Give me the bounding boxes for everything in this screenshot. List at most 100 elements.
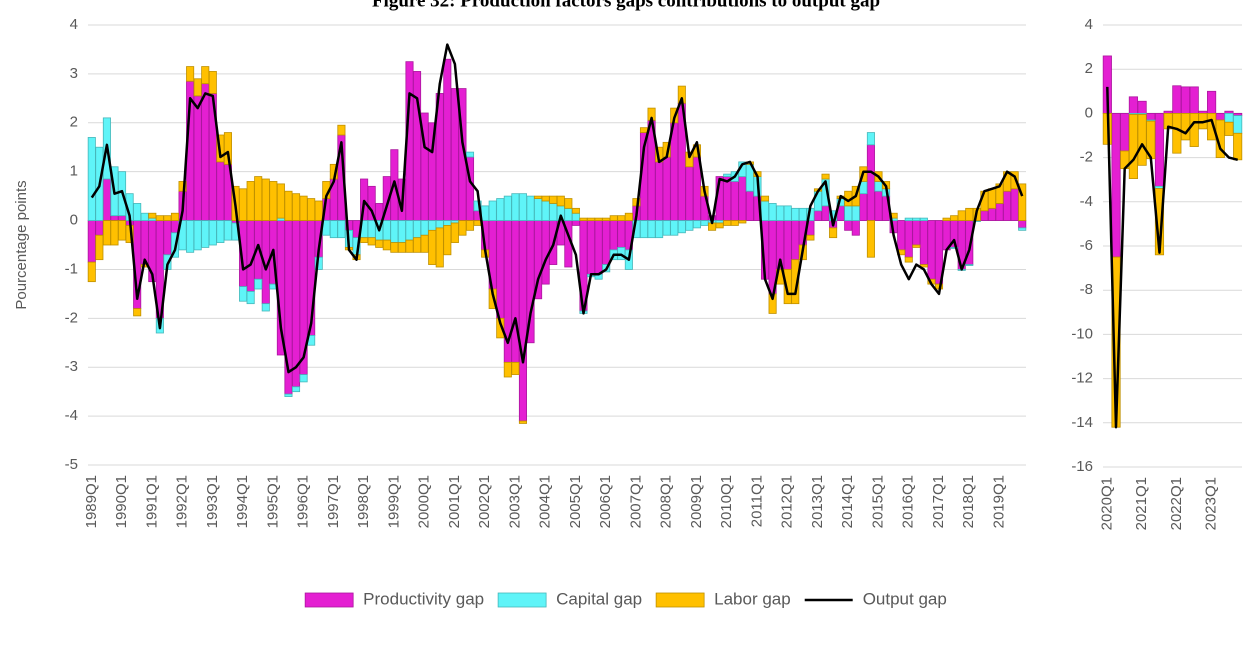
bar: [269, 181, 278, 221]
bar: [1018, 227, 1027, 231]
y-tick-label: 2: [70, 114, 78, 131]
legend-label: Labor gap: [714, 589, 791, 608]
x-tick-label: 1999Q1: [385, 475, 402, 528]
x-tick-label: 2000Q1: [416, 475, 433, 528]
bar: [420, 220, 429, 236]
bar: [904, 220, 913, 258]
y-tick-label: 4: [1085, 16, 1093, 33]
bar: [450, 88, 459, 221]
bar: [813, 210, 823, 221]
legend-swatch: [497, 592, 547, 608]
bar: [904, 256, 913, 263]
bar: [866, 220, 875, 258]
bar: [246, 291, 255, 305]
bar: [95, 234, 104, 261]
bar: [723, 220, 732, 226]
bar: [662, 156, 671, 221]
y-tick-label: 1: [70, 163, 78, 180]
bar: [367, 237, 376, 246]
bar: [382, 239, 391, 251]
bar: [1172, 113, 1182, 154]
legend-label: Productivity gap: [363, 589, 484, 608]
bar: [390, 220, 399, 243]
bar: [360, 237, 369, 243]
bar: [783, 205, 792, 221]
bar: [957, 210, 966, 221]
y-tick-label: 4: [70, 16, 78, 33]
x-tick-label: 2017Q1: [930, 475, 947, 528]
bar: [844, 220, 853, 231]
bar: [337, 220, 346, 239]
bar: [571, 220, 580, 226]
bar: [413, 71, 422, 221]
bar: [987, 207, 996, 221]
bar: [216, 161, 225, 221]
bar: [927, 220, 936, 280]
x-tick-label: 2019Q1: [990, 475, 1007, 528]
x-tick-label: 2021Q1: [1133, 477, 1150, 530]
y-tick-label: -1: [65, 260, 78, 277]
bar: [950, 247, 959, 249]
x-tick-label: 2005Q1: [567, 475, 584, 528]
bar: [186, 66, 195, 82]
bar: [564, 207, 573, 221]
bar: [465, 151, 475, 158]
bar: [700, 220, 709, 226]
legend-label: Output gap: [863, 589, 947, 608]
x-tick-label: 2009Q1: [688, 475, 705, 528]
x-tick-label: 1996Q1: [295, 475, 312, 528]
x-tick-label: 1992Q1: [174, 475, 191, 528]
bar: [571, 207, 580, 214]
y-tick-label: -10: [1071, 325, 1093, 342]
x-tick-label: 2006Q1: [597, 475, 614, 528]
x-tick-label: 2003Q1: [506, 475, 523, 528]
bar: [397, 220, 406, 243]
bar: [897, 220, 906, 251]
bar: [503, 361, 512, 378]
bar: [995, 203, 1004, 221]
bar: [564, 198, 573, 209]
bar: [829, 227, 838, 239]
bar: [821, 205, 830, 221]
bar: [496, 220, 505, 319]
bar: [133, 308, 142, 317]
bar: [503, 195, 512, 221]
bar: [730, 220, 739, 226]
bar: [1233, 115, 1243, 134]
bar: [216, 220, 225, 243]
bar: [284, 393, 293, 397]
x-tick-label: 1998Q1: [355, 475, 372, 528]
bar: [518, 220, 527, 422]
bar: [435, 220, 444, 229]
bar: [791, 220, 800, 261]
y-tick-label: -16: [1071, 458, 1093, 475]
x-tick-label: 2012Q1: [779, 475, 796, 528]
y-tick-label: -3: [65, 358, 78, 375]
bar: [1172, 85, 1182, 114]
bar: [556, 195, 565, 207]
bar: [382, 220, 391, 241]
bar: [609, 215, 618, 221]
bar: [496, 198, 505, 221]
bar: [912, 244, 921, 248]
bar: [874, 181, 883, 192]
y-tick-label: 2: [1085, 60, 1093, 77]
bar: [193, 95, 202, 221]
bar: [624, 212, 633, 221]
y-tick-label: -5: [65, 456, 78, 473]
bar: [239, 188, 248, 221]
bar: [1137, 100, 1147, 114]
bar: [284, 190, 293, 221]
bar: [904, 217, 913, 221]
bar: [208, 71, 217, 94]
bar: [254, 176, 263, 221]
y-tick-label: -14: [1071, 414, 1093, 431]
bar: [367, 220, 376, 239]
bar: [118, 215, 127, 221]
bar: [261, 303, 270, 312]
bar: [617, 215, 626, 221]
bar: [791, 207, 800, 221]
bar: [851, 205, 860, 221]
bar: [609, 220, 618, 251]
x-tick-label: 2013Q1: [809, 475, 826, 528]
